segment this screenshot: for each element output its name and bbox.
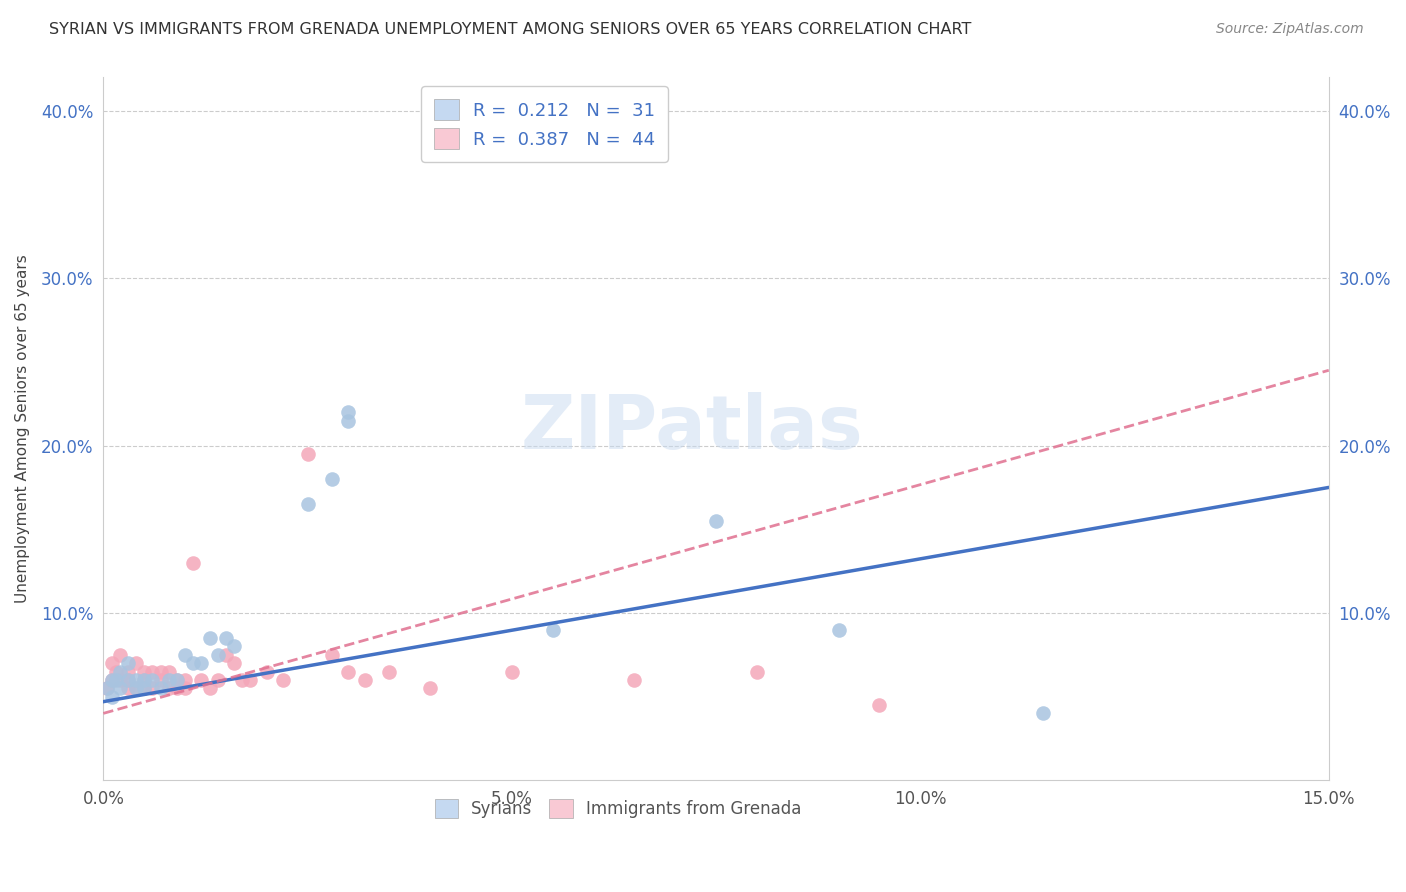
Point — [134, 665, 156, 679]
Point — [198, 631, 221, 645]
Point — [337, 413, 360, 427]
Point — [100, 656, 122, 670]
Point — [100, 673, 122, 687]
Point — [353, 673, 375, 687]
Point — [157, 673, 180, 687]
Point — [157, 681, 180, 696]
Point — [117, 656, 139, 670]
Point — [1032, 706, 1054, 721]
Point — [541, 623, 564, 637]
Point — [125, 656, 148, 670]
Point — [190, 673, 212, 687]
Point — [222, 640, 245, 654]
Point — [271, 673, 294, 687]
Point — [231, 673, 253, 687]
Point — [125, 681, 148, 696]
Point — [166, 673, 188, 687]
Point — [419, 681, 441, 696]
Point — [141, 681, 163, 696]
Point — [108, 665, 131, 679]
Point — [125, 681, 148, 696]
Point — [117, 681, 139, 696]
Point — [108, 673, 131, 687]
Point — [157, 665, 180, 679]
Point — [117, 673, 139, 687]
Point — [141, 665, 163, 679]
Point — [134, 681, 156, 696]
Point — [623, 673, 645, 687]
Point — [239, 673, 262, 687]
Point — [166, 681, 188, 696]
Point — [174, 673, 197, 687]
Point — [827, 623, 849, 637]
Point — [215, 648, 238, 662]
Point — [207, 648, 229, 662]
Point — [96, 681, 118, 696]
Point — [378, 665, 401, 679]
Point — [104, 673, 127, 687]
Point — [321, 648, 343, 662]
Point — [704, 514, 727, 528]
Point — [745, 665, 768, 679]
Point — [166, 673, 188, 687]
Point — [96, 681, 118, 696]
Point — [337, 665, 360, 679]
Point — [501, 665, 523, 679]
Point — [134, 673, 156, 687]
Point — [149, 673, 172, 687]
Point — [108, 681, 131, 696]
Point — [117, 665, 139, 679]
Point — [100, 690, 122, 704]
Point — [190, 656, 212, 670]
Point — [174, 648, 197, 662]
Point — [297, 497, 319, 511]
Point — [181, 556, 204, 570]
Text: SYRIAN VS IMMIGRANTS FROM GRENADA UNEMPLOYMENT AMONG SENIORS OVER 65 YEARS CORRE: SYRIAN VS IMMIGRANTS FROM GRENADA UNEMPL… — [49, 22, 972, 37]
Point — [149, 681, 172, 696]
Point — [141, 673, 163, 687]
Point — [321, 472, 343, 486]
Point — [215, 631, 238, 645]
Point — [117, 673, 139, 687]
Text: Source: ZipAtlas.com: Source: ZipAtlas.com — [1216, 22, 1364, 37]
Point — [108, 648, 131, 662]
Point — [149, 665, 172, 679]
Point — [256, 665, 278, 679]
Point — [337, 405, 360, 419]
Text: ZIPatlas: ZIPatlas — [520, 392, 863, 466]
Point — [134, 681, 156, 696]
Point — [297, 447, 319, 461]
Point — [198, 681, 221, 696]
Y-axis label: Unemployment Among Seniors over 65 years: Unemployment Among Seniors over 65 years — [15, 254, 30, 603]
Point — [174, 681, 197, 696]
Point — [207, 673, 229, 687]
Point — [100, 673, 122, 687]
Point — [134, 673, 156, 687]
Point — [104, 665, 127, 679]
Legend: Syrians, Immigrants from Grenada: Syrians, Immigrants from Grenada — [427, 792, 808, 825]
Point — [125, 673, 148, 687]
Point — [868, 698, 890, 712]
Point — [222, 656, 245, 670]
Point — [181, 656, 204, 670]
